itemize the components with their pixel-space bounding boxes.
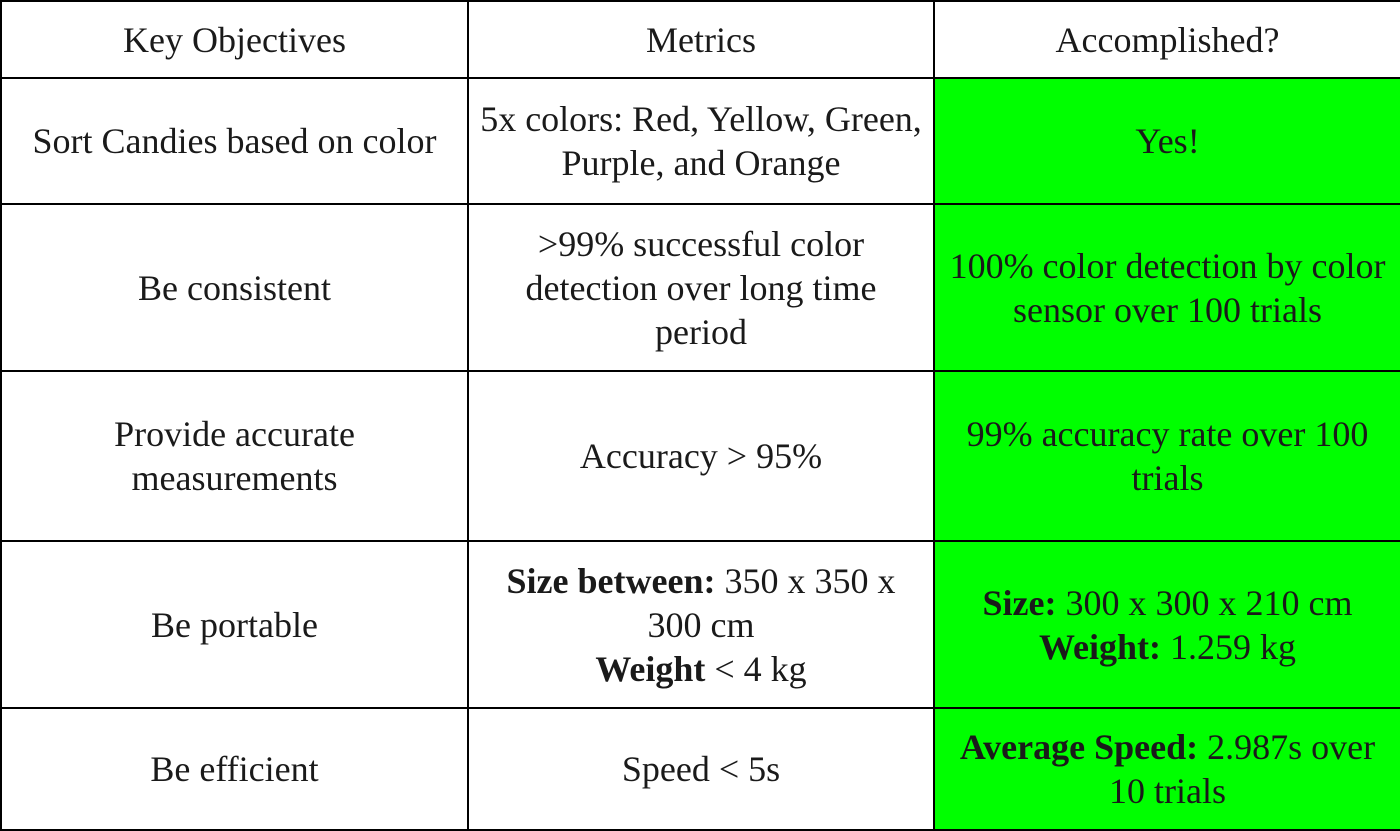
- metric-weight-value: < 4 kg: [705, 648, 807, 689]
- metric-weight-line: Weight < 4 kg: [477, 647, 925, 691]
- header-metrics: Metrics: [467, 0, 935, 79]
- acc-weight-label: Weight:: [1039, 626, 1161, 667]
- objective-cell: Be consistent: [0, 203, 469, 372]
- acc-size-line: Size: 300 x 300 x 210 cm: [943, 581, 1392, 625]
- table-row: Be consistent >99% successful color dete…: [0, 203, 1400, 372]
- acc-speed-value: 2.987s over 10 trials: [1109, 727, 1376, 811]
- accomplished-cell: Size: 300 x 300 x 210 cm Weight: 1.259 k…: [933, 540, 1400, 709]
- objective-cell: Be efficient: [0, 707, 469, 831]
- metric-size-line: Size between: 350 x 350 x 300 cm: [477, 559, 925, 647]
- acc-size-label: Size:: [982, 582, 1057, 623]
- metric-cell: Speed < 5s: [467, 707, 935, 831]
- acc-speed-label: Average Speed:: [959, 727, 1199, 767]
- acc-size-value: 300 x 300 x 210 cm: [1056, 582, 1353, 623]
- objective-cell: Be portable: [0, 540, 469, 709]
- objective-cell: Sort Candies based on color: [0, 77, 469, 205]
- header-key-objectives: Key Objectives: [0, 0, 469, 79]
- header-accomplished: Accomplished?: [933, 0, 1400, 79]
- metric-cell: Size between: 350 x 350 x 300 cm Weight …: [467, 540, 935, 709]
- objective-cell: Provide accurate measurements: [0, 370, 469, 542]
- accomplished-cell: 99% accuracy rate over 100 trials: [933, 370, 1400, 542]
- header-row: Key Objectives Metrics Accomplished?: [0, 0, 1400, 79]
- table-row: Provide accurate measurements Accuracy >…: [0, 370, 1400, 542]
- accomplished-cell: Yes!: [933, 77, 1400, 205]
- table-row: Be portable Size between: 350 x 350 x 30…: [0, 540, 1400, 709]
- metric-size-value: 350 x 350 x 300 cm: [647, 560, 896, 645]
- metric-size-label: Size between:: [506, 560, 716, 601]
- metric-weight-label: Weight: [595, 648, 706, 689]
- acc-weight-value: 1.259 kg: [1161, 626, 1296, 667]
- accomplished-cell: Average Speed: 2.987s over 10 trials: [933, 707, 1400, 831]
- metric-cell: >99% successful color detection over lon…: [467, 203, 935, 372]
- metric-cell: 5x colors: Red, Yellow, Green, Purple, a…: [467, 77, 935, 205]
- table-row: Sort Candies based on color 5x colors: R…: [0, 77, 1400, 205]
- table-row: Be efficient Speed < 5s Average Speed: 2…: [0, 707, 1400, 831]
- accomplished-cell: 100% color detection by color sensor ove…: [933, 203, 1400, 372]
- acc-weight-line: Weight: 1.259 kg: [943, 625, 1392, 669]
- metric-cell: Accuracy > 95%: [467, 370, 935, 542]
